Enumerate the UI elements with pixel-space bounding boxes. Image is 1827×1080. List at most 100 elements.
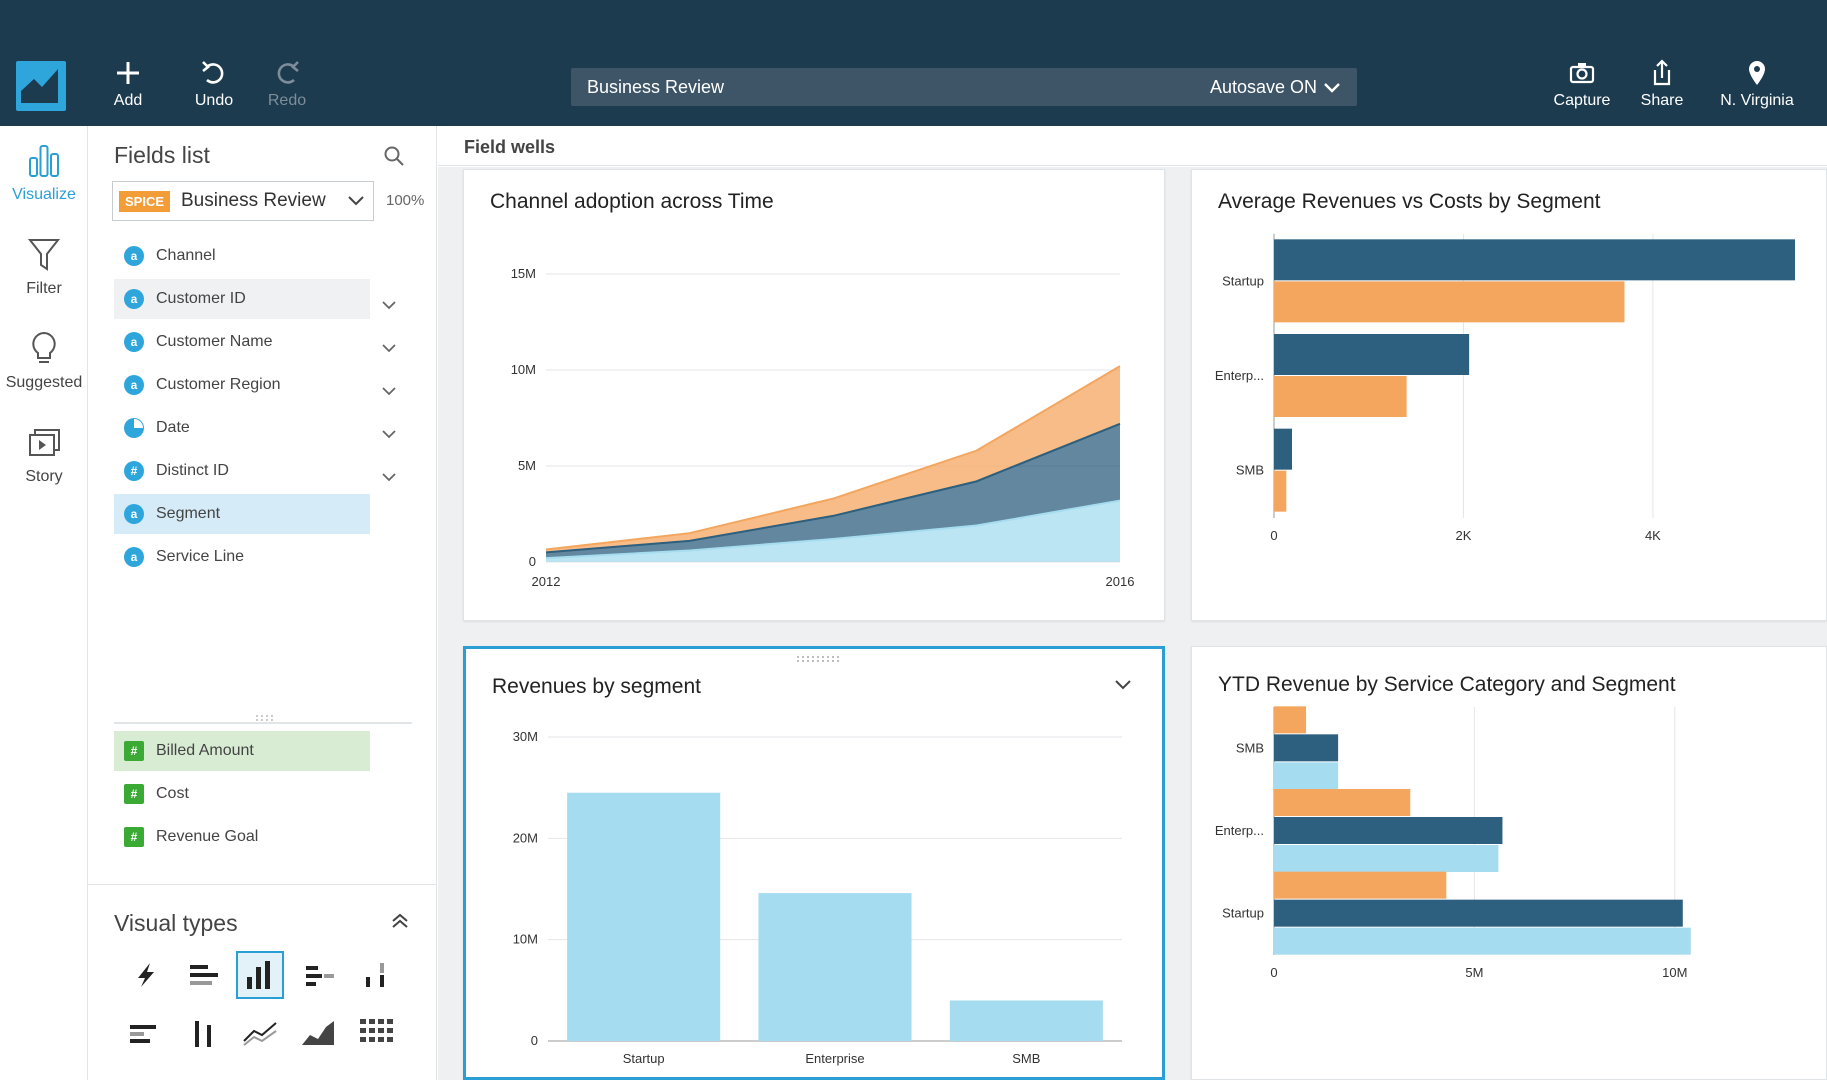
field-customer-region[interactable]: a Customer Region bbox=[114, 365, 370, 405]
search-icon[interactable] bbox=[382, 144, 406, 168]
chevron-down-icon[interactable] bbox=[381, 385, 397, 397]
capture-label: Capture bbox=[1553, 92, 1611, 109]
rail-suggested-label: Suggested bbox=[5, 374, 83, 391]
string-field-icon: a bbox=[124, 547, 144, 567]
visual-revenues-by-segment[interactable]: Revenues by segment 0 10M 20M 30M Startup Ent… bbox=[463, 646, 1165, 1080]
share-button[interactable]: Share bbox=[1627, 58, 1697, 114]
chevron-down-icon[interactable] bbox=[381, 342, 397, 354]
autograph-visual-icon[interactable] bbox=[124, 953, 168, 997]
quicksight-logo[interactable] bbox=[16, 61, 66, 111]
visual-revenues-vs-costs[interactable]: Average Revenues vs Costs by Segment 0 2K… bbox=[1191, 169, 1827, 621]
field-wells-bar[interactable]: Field wells bbox=[438, 126, 1827, 166]
clustered-column-icon[interactable] bbox=[182, 1011, 226, 1055]
visual-channel-adoption[interactable]: Channel adoption across Time 0 5M 10M 15M 20… bbox=[463, 169, 1165, 621]
y-tick-label: 15M bbox=[511, 266, 536, 281]
field-revenue-goal[interactable]: # Revenue Goal bbox=[114, 817, 370, 857]
visual-ytd-revenue[interactable]: YTD Revenue by Service Category and Segm… bbox=[1191, 646, 1827, 1080]
analysis-title-bar[interactable]: Business Review Autosave ON bbox=[571, 68, 1357, 106]
vertical-bar-icon[interactable] bbox=[236, 951, 284, 999]
area-chart: 0 5M 10M 15M 2012 2016 bbox=[511, 266, 1135, 589]
x-tick-label: 10M bbox=[1662, 965, 1687, 980]
line-chart-icon[interactable] bbox=[238, 1011, 282, 1055]
string-field-icon: a bbox=[124, 375, 144, 395]
series-line bbox=[545, 365, 1121, 551]
area-chart-icon[interactable] bbox=[296, 1011, 340, 1055]
rail-visualize[interactable]: Visualize bbox=[0, 142, 88, 204]
field-label: Date bbox=[156, 419, 190, 436]
rail-suggested[interactable]: Suggested bbox=[0, 330, 88, 392]
region-button[interactable]: N. Virginia bbox=[1710, 58, 1804, 114]
horizontal-bar-icon[interactable] bbox=[182, 953, 226, 997]
add-button[interactable]: Add bbox=[92, 58, 164, 114]
category-label: Startup bbox=[1222, 273, 1264, 288]
y-tick-label: 10M bbox=[511, 362, 536, 377]
drag-handle-icon[interactable] bbox=[796, 655, 840, 663]
horizontal-bar-chart: 0 2K 4K Startup Enterp... SMB bbox=[1215, 234, 1795, 543]
stacked-bar-icon[interactable] bbox=[298, 953, 342, 997]
field-label: Customer Region bbox=[156, 376, 281, 393]
bar-chart: 0 10M 20M 30M Startup Enterprise SMB bbox=[513, 729, 1122, 1066]
field-billed-amount[interactable]: # Billed Amount bbox=[114, 731, 370, 771]
y-tick-label: 30M bbox=[513, 729, 538, 744]
chevron-down-icon[interactable] bbox=[381, 471, 397, 483]
x-tick-label: 5M bbox=[1465, 965, 1483, 980]
number-field-icon: # bbox=[124, 461, 144, 481]
field-segment[interactable]: a Segment bbox=[114, 494, 370, 534]
spice-badge: SPICE bbox=[119, 191, 171, 212]
field-channel[interactable]: a Channel bbox=[114, 236, 370, 276]
clustered-bar-icon[interactable] bbox=[124, 1011, 168, 1055]
x-tick-label: 0 bbox=[1270, 965, 1277, 980]
analysis-title[interactable]: Business Review bbox=[587, 77, 725, 97]
fields-divider bbox=[114, 722, 412, 724]
capture-button[interactable]: Capture bbox=[1546, 58, 1618, 114]
bar bbox=[1274, 871, 1447, 899]
chevron-down-icon[interactable] bbox=[381, 428, 397, 440]
redo-button[interactable]: Redo bbox=[251, 58, 323, 114]
rail-filter-label: Filter bbox=[26, 280, 62, 297]
field-distinct-id[interactable]: # Distinct ID bbox=[114, 451, 370, 491]
pivot-table-icon[interactable] bbox=[354, 1011, 398, 1055]
string-field-icon: a bbox=[124, 246, 144, 266]
field-customer-id[interactable]: a Customer ID bbox=[114, 279, 370, 319]
redo-icon bbox=[277, 61, 299, 84]
undo-button[interactable]: Undo bbox=[178, 58, 250, 114]
double-chevron-up-icon[interactable] bbox=[390, 911, 410, 931]
bar bbox=[1274, 281, 1625, 323]
chevron-down-icon[interactable] bbox=[1114, 679, 1132, 691]
bar bbox=[1274, 470, 1287, 512]
resize-grip-icon[interactable] bbox=[254, 714, 274, 722]
visual-title: Revenues by segment bbox=[492, 675, 701, 698]
story-play-icon bbox=[29, 429, 60, 456]
field-label: Service Line bbox=[156, 548, 245, 565]
visual-title: YTD Revenue by Service Category and Segm… bbox=[1218, 673, 1676, 696]
field-label: Revenue Goal bbox=[156, 828, 259, 845]
field-service-line[interactable]: a Service Line bbox=[114, 537, 370, 577]
string-field-icon: a bbox=[124, 504, 144, 524]
string-field-icon: a bbox=[124, 289, 144, 309]
dataset-dropdown[interactable]: SPICE Business Review bbox=[112, 181, 374, 221]
field-cost[interactable]: # Cost bbox=[114, 774, 370, 814]
bar bbox=[1274, 927, 1691, 955]
category-label: Startup bbox=[1222, 906, 1264, 921]
visual-title: Channel adoption across Time bbox=[490, 190, 774, 213]
x-tick-label: Startup bbox=[623, 1051, 665, 1066]
region-label: N. Virginia bbox=[1720, 92, 1794, 109]
undo-label: Undo bbox=[194, 92, 234, 109]
bar bbox=[1274, 428, 1292, 470]
string-field-icon: a bbox=[124, 332, 144, 352]
area-series bbox=[546, 500, 1120, 562]
camera-icon bbox=[1569, 63, 1595, 84]
rail-filter[interactable]: Filter bbox=[0, 236, 88, 298]
field-customer-name[interactable]: a Customer Name bbox=[114, 322, 370, 362]
stacked-column-icon[interactable] bbox=[354, 953, 398, 997]
autosave-dropdown[interactable]: Autosave ON bbox=[1210, 77, 1341, 98]
measure-field-icon: # bbox=[124, 741, 144, 761]
rail-story[interactable]: Story bbox=[0, 424, 88, 486]
fields-list-panel: Fields list SPICE Business Review 100% a… bbox=[88, 126, 437, 1080]
bar bbox=[758, 893, 912, 1041]
chevron-down-icon[interactable] bbox=[381, 299, 397, 311]
y-tick-label: 10M bbox=[513, 932, 538, 947]
series-line bbox=[545, 422, 1121, 554]
field-date[interactable]: Date bbox=[114, 408, 370, 448]
bar bbox=[1274, 734, 1339, 762]
